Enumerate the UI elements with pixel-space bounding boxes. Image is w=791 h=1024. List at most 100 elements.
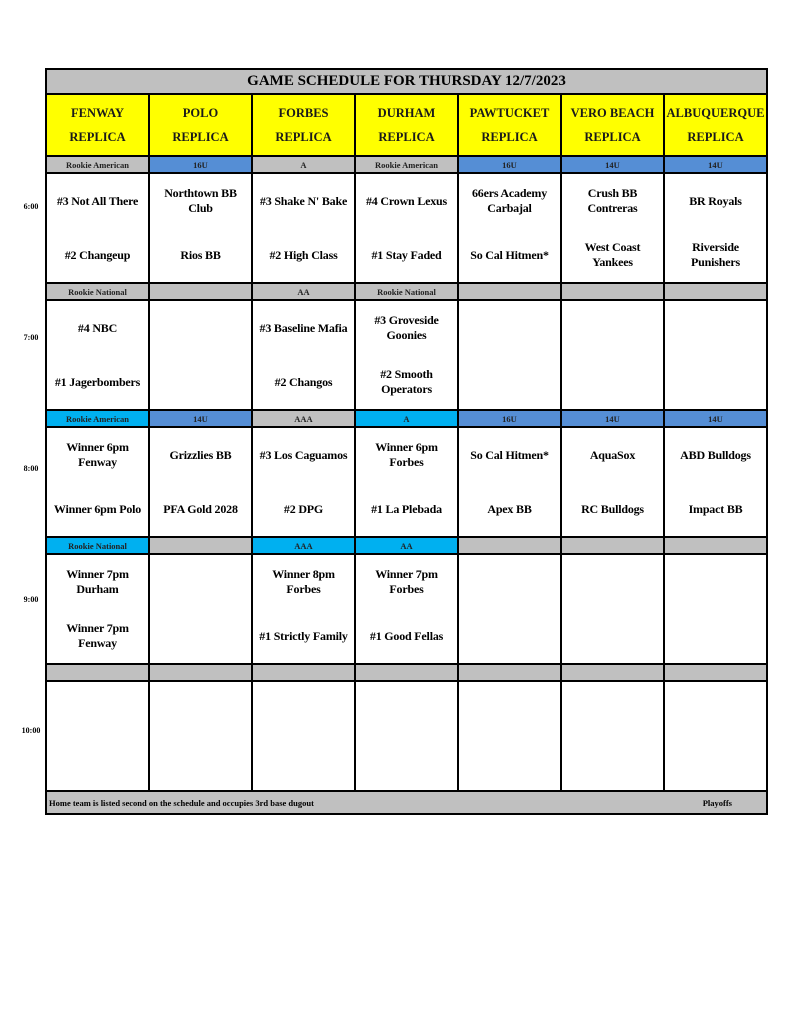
field-header: FORBES REPLICA bbox=[253, 95, 356, 155]
time-slot-row bbox=[47, 682, 766, 792]
game-cell: #4 Crown Lexus #1 Stay Faded bbox=[356, 174, 459, 282]
away-team: Grizzlies BB bbox=[169, 447, 232, 462]
home-team: Impact BB bbox=[688, 501, 743, 516]
field-subtitle: REPLICA bbox=[172, 130, 229, 144]
division-label bbox=[562, 538, 665, 553]
field-name: POLO bbox=[182, 106, 219, 120]
away-team bbox=[152, 555, 249, 609]
home-team bbox=[358, 736, 455, 790]
division-label: A bbox=[253, 157, 356, 172]
game-cell: Grizzlies BB PFA Gold 2028 bbox=[150, 428, 253, 536]
away-team: So Cal Hitmen* bbox=[470, 447, 549, 462]
division-label bbox=[459, 284, 562, 299]
division-label: Rookie National bbox=[47, 284, 150, 299]
away-team: #3 Los Caguamos bbox=[259, 447, 348, 462]
away-team bbox=[667, 682, 764, 736]
field-name: VERO BEACH bbox=[570, 106, 655, 120]
home-team: #2 Changeup bbox=[64, 247, 131, 262]
game-cell bbox=[665, 555, 766, 663]
footer-row: Home team is listed second on the schedu… bbox=[47, 792, 766, 813]
away-team: Winner 7pm Durham bbox=[66, 567, 129, 596]
game-cell: 66ers Academy Carbajal So Cal Hitmen* bbox=[459, 174, 562, 282]
home-team bbox=[461, 736, 558, 790]
division-label: Rookie National bbox=[47, 538, 150, 553]
division-label: 16U bbox=[459, 411, 562, 426]
division-label: 14U bbox=[562, 411, 665, 426]
game-cell bbox=[562, 682, 665, 790]
time-slot-row: Winner 6pm Fenway Winner 6pm Polo Grizzlie… bbox=[47, 428, 766, 538]
home-team bbox=[667, 609, 764, 663]
division-label: AAA bbox=[253, 411, 356, 426]
division-label: Rookie American bbox=[47, 411, 150, 426]
game-cell bbox=[562, 555, 665, 663]
schedule-table: GAME SCHEDULE FOR THURSDAY 12/7/2023 FEN… bbox=[45, 68, 768, 815]
field-name: PAWTUCKET bbox=[469, 106, 550, 120]
time-label: 8:00 bbox=[23, 464, 39, 473]
game-cell bbox=[665, 682, 766, 790]
away-team bbox=[667, 301, 764, 355]
away-team bbox=[461, 682, 558, 736]
home-team bbox=[255, 736, 352, 790]
field-subtitle: REPLICA bbox=[687, 130, 744, 144]
away-team bbox=[152, 682, 249, 736]
game-cell: Winner 6pm Forbes #1 La Plebada bbox=[356, 428, 459, 536]
division-label: AA bbox=[356, 538, 459, 553]
away-team: #3 Shake N' Bake bbox=[259, 193, 348, 208]
division-label: 14U bbox=[665, 157, 766, 172]
away-team bbox=[564, 682, 661, 736]
game-cell: BR Royals Riverside Punishers bbox=[665, 174, 766, 282]
game-cell bbox=[562, 301, 665, 409]
home-team: So Cal Hitmen* bbox=[470, 247, 549, 262]
division-row: Rookie American 16U A Rookie American 16U 14U… bbox=[47, 157, 766, 174]
home-team: #1 Jagerbombers bbox=[54, 374, 141, 389]
division-label: AAA bbox=[253, 538, 356, 553]
game-cell bbox=[47, 682, 150, 790]
division-label bbox=[665, 665, 766, 680]
home-team: #2 Smooth Operators bbox=[380, 367, 433, 396]
home-team bbox=[152, 355, 249, 409]
home-team: Winner 6pm Polo bbox=[53, 501, 142, 516]
time-label: 6:00 bbox=[23, 202, 39, 211]
away-team bbox=[461, 301, 558, 355]
home-team: #1 Strictly Family bbox=[259, 628, 348, 643]
home-team bbox=[667, 736, 764, 790]
division-label: A bbox=[356, 411, 459, 426]
away-team: #3 Baseline Mafia bbox=[259, 320, 348, 335]
away-team: Winner 6pm Forbes bbox=[375, 440, 438, 469]
home-team: Apex BB bbox=[487, 501, 532, 516]
division-label bbox=[150, 538, 253, 553]
field-header: POLO REPLICA bbox=[150, 95, 253, 155]
away-team bbox=[564, 555, 661, 609]
time-label: 7:00 bbox=[23, 333, 39, 342]
division-label: 14U bbox=[562, 157, 665, 172]
division-row: Rookie National AA Rookie National bbox=[47, 284, 766, 301]
home-team: Rios BB bbox=[180, 247, 221, 262]
schedule-title: GAME SCHEDULE FOR THURSDAY 12/7/2023 bbox=[47, 70, 766, 95]
time-label: 10:00 bbox=[21, 726, 41, 735]
away-team: Winner 7pm Forbes bbox=[375, 567, 438, 596]
field-name: ALBUQUERQUE bbox=[666, 106, 765, 120]
time-slot-row: Winner 7pm Durham Winner 7pm Fenway Winner… bbox=[47, 555, 766, 665]
game-cell: #3 Baseline Mafia #2 Changos bbox=[253, 301, 356, 409]
division-label: 16U bbox=[459, 157, 562, 172]
away-team: BR Royals bbox=[689, 193, 742, 208]
division-label bbox=[562, 665, 665, 680]
field-subtitle: REPLICA bbox=[275, 130, 332, 144]
game-cell bbox=[253, 682, 356, 790]
game-cell bbox=[356, 682, 459, 790]
game-cell: Winner 7pm Forbes #1 Good Fellas bbox=[356, 555, 459, 663]
field-header: PAWTUCKET REPLICA bbox=[459, 95, 562, 155]
home-team bbox=[564, 736, 661, 790]
home-team: #2 High Class bbox=[269, 247, 338, 262]
away-team: #3 Groveside Goonies bbox=[374, 313, 439, 342]
away-team: Northtown BB Club bbox=[164, 186, 237, 215]
field-header-row: FENWAY REPLICA POLO REPLICA FORBES REPLICA DUR… bbox=[47, 95, 766, 157]
away-team bbox=[152, 301, 249, 355]
away-team: Crush BB Contreras bbox=[587, 186, 638, 215]
away-team bbox=[49, 682, 146, 736]
home-team bbox=[564, 355, 661, 409]
game-cell: #3 Not All There #2 Changeup bbox=[47, 174, 150, 282]
division-label: AA bbox=[253, 284, 356, 299]
home-team bbox=[152, 736, 249, 790]
home-team: #2 DPG bbox=[283, 501, 324, 516]
